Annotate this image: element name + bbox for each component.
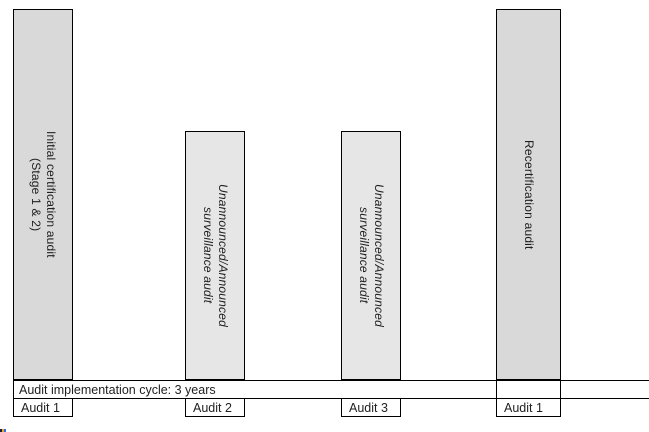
audit-1-recert-box: Audit 1 (496, 398, 561, 417)
audit-1-box: Audit 1 (13, 398, 73, 417)
bar-label: Recertification audit (522, 139, 536, 250)
recertification-bar-stub (496, 380, 561, 399)
audit-cycle-label: Audit implementation cycle: 3 years (19, 382, 216, 397)
audit-box-label: Audit 2 (193, 400, 232, 415)
bar-label: Unannounced/Announced surveillance audit (357, 184, 386, 327)
audit-box-label: Audit 3 (349, 400, 388, 415)
audit-3-box: Audit 3 (341, 398, 401, 417)
bar-surveillance-audit-1: Unannounced/Announced surveillance audit (185, 131, 245, 380)
audit-box-label: Audit 1 (504, 400, 543, 415)
artifact-pixel (4, 429, 6, 432)
screen-edge-pixel-artifact (0, 429, 8, 432)
bar-label: Initial certification audit (Stage 1 & 2… (29, 131, 58, 258)
bar-label: Unannounced/Announced surveillance audit (201, 184, 230, 327)
bar-initial-certification-audit: Initial certification audit (Stage 1 & 2… (13, 9, 73, 380)
artifact-pixel (0, 429, 2, 432)
audit-2-box: Audit 2 (185, 398, 245, 417)
bar-recertification-audit: Recertification audit (496, 9, 561, 380)
bar-surveillance-audit-2: Unannounced/Announced surveillance audit (341, 131, 401, 380)
audit-cycle-row: Audit implementation cycle: 3 years (13, 380, 649, 399)
artifact-pixel (2, 429, 4, 432)
audit-box-label: Audit 1 (21, 400, 60, 415)
